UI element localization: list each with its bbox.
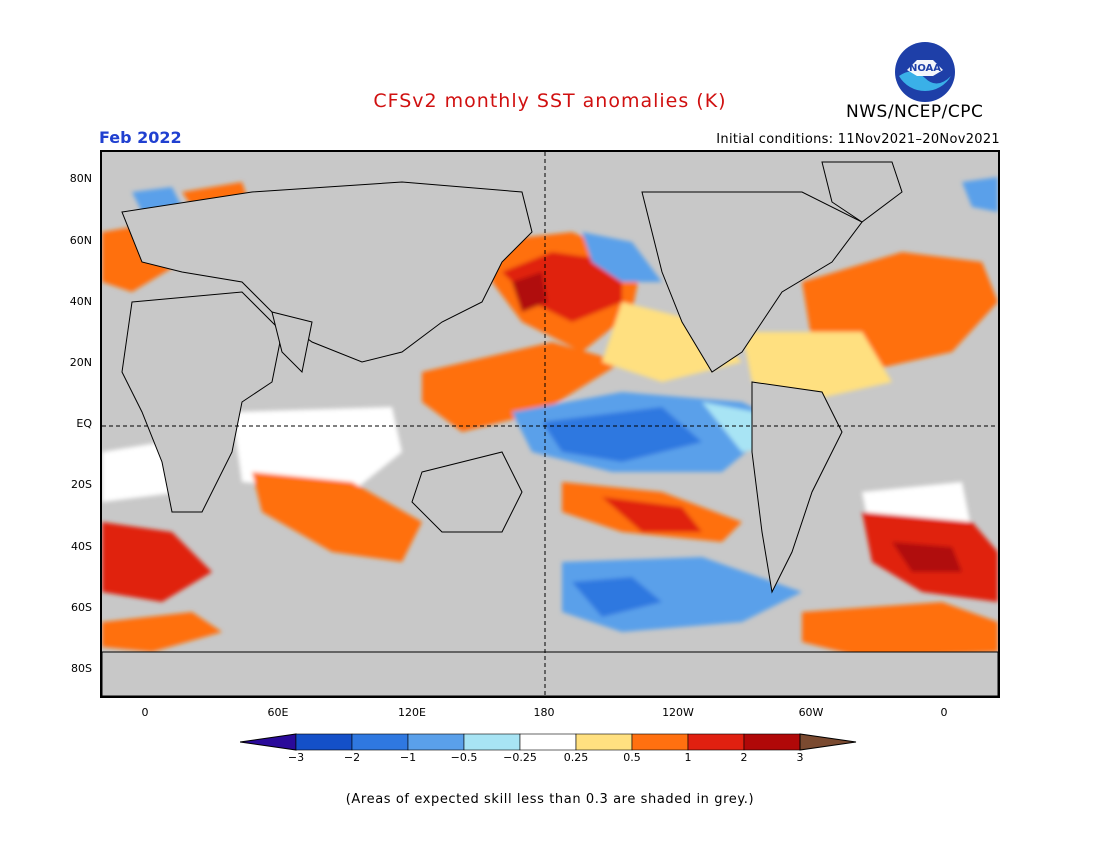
anomaly-north-pacific-strong <box>502 252 622 322</box>
anomaly-north-pacific-extreme <box>512 272 547 312</box>
colorbar-segment <box>631 733 689 751</box>
anomaly-southern-ocean-strong-cool <box>572 577 662 617</box>
greenland <box>821 161 903 223</box>
lat-label: 20S <box>71 478 92 491</box>
colorbar-tick-label: 0.5 <box>623 751 641 764</box>
anomaly-antarctic-atlantic-warm <box>102 612 222 652</box>
lat-label: 40S <box>71 540 92 553</box>
north-america <box>641 191 863 373</box>
lat-label: 40N <box>69 295 92 308</box>
map-canvas <box>102 152 998 696</box>
lat-label: 60S <box>71 601 92 614</box>
colorbar-segment <box>519 733 577 751</box>
lon-label: 0 <box>141 706 149 719</box>
colorbar-segment <box>351 733 409 751</box>
lat-label: 20N <box>69 356 92 369</box>
colorbar-segment <box>295 733 353 751</box>
colorbar-segment <box>743 733 801 751</box>
colorbar-tick-label: −0.25 <box>503 751 537 764</box>
sst-anomaly-map <box>100 150 1000 698</box>
anomaly-alaska-cool <box>582 232 662 282</box>
forecast-month: Feb 2022 <box>99 128 182 147</box>
lon-label: 60E <box>267 706 289 719</box>
colorbar-tick-label: 1 <box>684 751 692 764</box>
lon-label: 180 <box>533 706 555 719</box>
colorbar-max-triangle <box>799 733 857 751</box>
lat-label: EQ <box>76 417 92 430</box>
lon-label: 120E <box>398 706 426 719</box>
colorbar-tick-label: 2 <box>740 751 748 764</box>
colorbar-tick-label: 3 <box>796 751 804 764</box>
lat-label: 80N <box>69 172 92 185</box>
anomaly-arctic-cool <box>962 177 998 212</box>
anomaly-tropical-atlantic-weak <box>742 332 892 402</box>
anomaly-southwest-atlantic-extreme <box>892 542 962 572</box>
colorbar-tick-label: 0.25 <box>563 751 589 764</box>
colorbar-segment <box>687 733 745 751</box>
skill-footnote: (Areas of expected skill less than 0.3 a… <box>345 792 755 807</box>
anomaly-south-pacific-strong <box>602 497 702 532</box>
lon-label: 0 <box>940 706 948 719</box>
colorbar-segment <box>407 733 465 751</box>
anomaly-south-atlantic-strong <box>102 522 212 602</box>
agency-label: NWS/NCEP/CPC <box>846 102 984 122</box>
map-title: CFSv2 monthly SST anomalies (K) <box>373 90 727 112</box>
lon-label: 60W <box>798 706 824 719</box>
australia <box>411 451 523 533</box>
anomaly-west-pacific-warm <box>422 342 622 432</box>
anomaly-enso-strong-cool <box>542 407 702 462</box>
anomaly-south-indian-warm <box>252 472 422 562</box>
anomaly-southern-ocean-cool <box>562 557 802 632</box>
anomaly-fields <box>102 177 998 657</box>
logo-text: NOAA <box>909 63 941 74</box>
lat-label: 80S <box>71 662 92 675</box>
anomaly-indian-ocean-neutral <box>232 407 402 492</box>
anomaly-antarctic-rim-warm <box>802 602 998 657</box>
colorbar-svg <box>239 733 857 751</box>
colorbar-min-triangle <box>239 733 297 751</box>
colorbar <box>239 733 862 755</box>
eurasia <box>121 181 533 363</box>
lat-label: 60N <box>69 234 92 247</box>
initial-conditions: Initial conditions: 11Nov2021–20Nov2021 <box>716 132 1000 147</box>
lon-label: 120W <box>662 706 694 719</box>
south-america <box>751 381 843 594</box>
colorbar-tick-label: −1 <box>399 751 417 764</box>
colorbar-tick-label: −3 <box>287 751 305 764</box>
antarctica <box>102 651 998 696</box>
coastlines <box>102 161 998 696</box>
colorbar-tick-label: −0.5 <box>450 751 478 764</box>
colorbar-segment <box>463 733 521 751</box>
india <box>271 311 313 374</box>
noaa-logo: NOAA <box>893 40 957 108</box>
colorbar-segment <box>575 733 633 751</box>
colorbar-tick-label: −2 <box>343 751 361 764</box>
